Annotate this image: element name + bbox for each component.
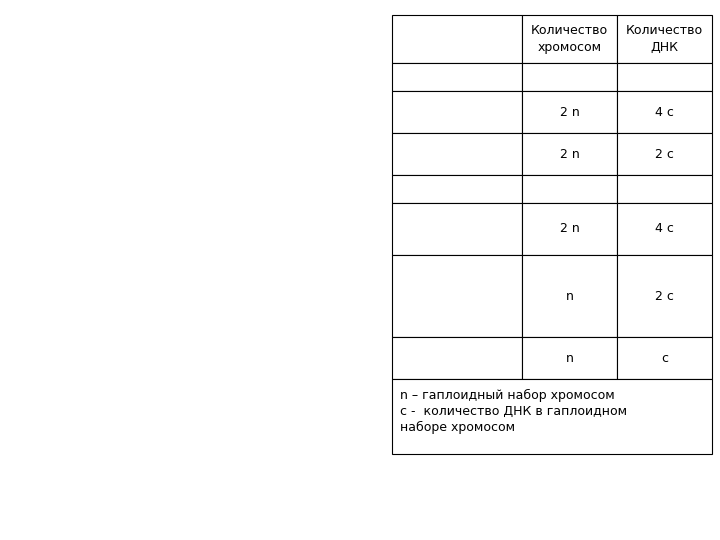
Bar bbox=[392, 203, 522, 255]
Text: c: c bbox=[661, 352, 668, 365]
Bar bbox=[617, 203, 712, 255]
Bar bbox=[0, 0, 390, 540]
Text: n: n bbox=[566, 352, 573, 365]
Text: Количество
ДНК: Количество ДНК bbox=[626, 24, 703, 53]
Text: с -  количество ДНК в гаплоидном: с - количество ДНК в гаплоидном bbox=[400, 405, 627, 418]
Bar bbox=[522, 133, 617, 175]
Bar bbox=[392, 337, 522, 379]
Bar bbox=[617, 255, 712, 337]
Text: n: n bbox=[566, 289, 573, 302]
Text: 2 n: 2 n bbox=[559, 147, 580, 160]
Text: 2 c: 2 c bbox=[655, 289, 674, 302]
Bar bbox=[522, 255, 617, 337]
Text: наборе хромосом: наборе хромосом bbox=[400, 421, 515, 434]
Bar bbox=[392, 91, 522, 133]
Bar bbox=[617, 63, 712, 91]
Bar bbox=[392, 63, 522, 91]
Bar bbox=[392, 175, 522, 203]
Bar bbox=[522, 175, 617, 203]
Text: 4 c: 4 c bbox=[655, 222, 674, 235]
Bar bbox=[617, 337, 712, 379]
Bar bbox=[617, 133, 712, 175]
Bar bbox=[617, 91, 712, 133]
Bar bbox=[522, 91, 617, 133]
Text: 4 c: 4 c bbox=[655, 105, 674, 118]
Text: 2 n: 2 n bbox=[559, 105, 580, 118]
Text: 2 n: 2 n bbox=[559, 222, 580, 235]
Bar bbox=[392, 255, 522, 337]
Bar bbox=[392, 15, 522, 63]
Bar bbox=[392, 133, 522, 175]
Text: n – гаплоидный набор хромосом: n – гаплоидный набор хромосом bbox=[400, 389, 615, 402]
Bar bbox=[522, 203, 617, 255]
Text: Количество
хромосом: Количество хромосом bbox=[531, 24, 608, 53]
Bar bbox=[392, 379, 712, 454]
Text: 2 c: 2 c bbox=[655, 147, 674, 160]
Bar bbox=[522, 15, 617, 63]
Bar bbox=[522, 337, 617, 379]
Bar bbox=[617, 175, 712, 203]
Bar bbox=[522, 63, 617, 91]
Bar bbox=[617, 15, 712, 63]
